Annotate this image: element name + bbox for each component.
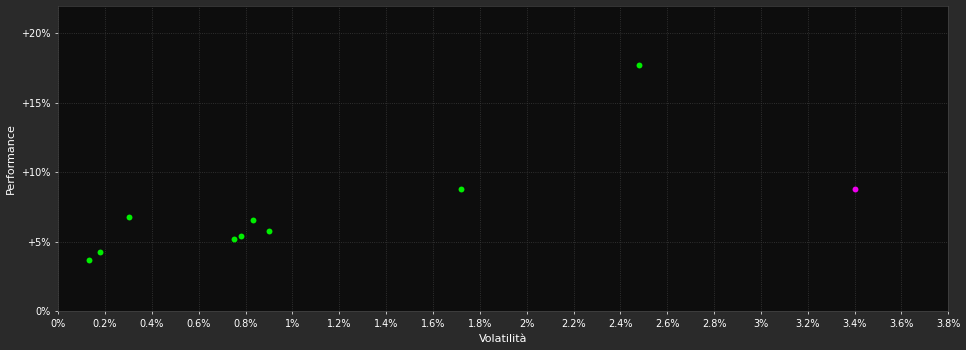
- Point: [245, 217, 261, 222]
- Point: [632, 63, 647, 68]
- Point: [121, 214, 136, 219]
- X-axis label: Volatilità: Volatilità: [479, 335, 527, 344]
- Y-axis label: Performance: Performance: [6, 123, 15, 194]
- Point: [226, 236, 242, 242]
- Point: [453, 186, 469, 192]
- Point: [81, 257, 97, 262]
- Point: [262, 228, 277, 233]
- Point: [93, 249, 108, 254]
- Point: [233, 233, 248, 239]
- Point: [847, 186, 863, 192]
